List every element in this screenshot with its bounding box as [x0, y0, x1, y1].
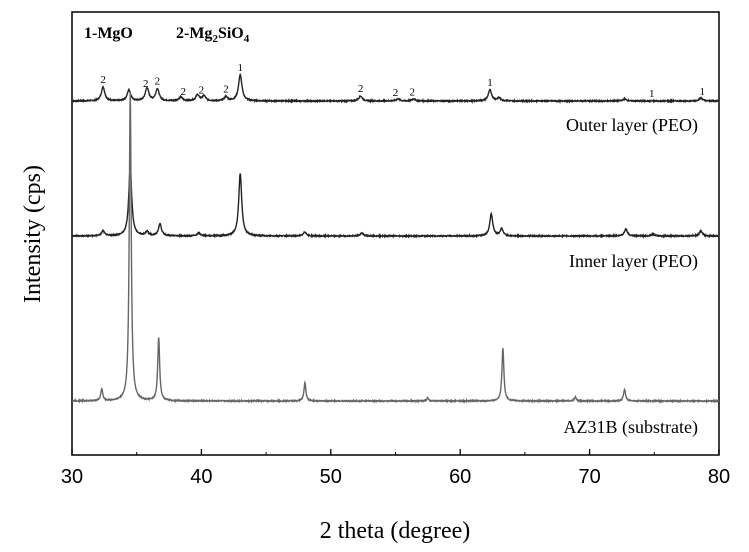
peak-label: 2 [181, 86, 187, 98]
series-line-outer [71, 72, 720, 105]
plot-frame [71, 11, 720, 456]
peak-label: 1 [487, 77, 493, 89]
series-line-inner [71, 168, 720, 239]
peak-label-layer: 2 2 22 2 212 2 211 1 [100, 62, 705, 100]
phase-label-mg2sio4-sub1: 2 [212, 33, 218, 45]
peak-label: 1 [699, 86, 705, 98]
peak-label: 2 [143, 78, 149, 90]
peak-label: 2 [410, 87, 416, 99]
x-tick-label: 50 [320, 466, 342, 488]
phase-label-mg2sio4-part1: 2-Mg [176, 25, 212, 42]
series-label-outer: Outer layer (PEO) [566, 115, 698, 136]
peak-label: 1 [649, 88, 655, 100]
peak-label: 2 [100, 74, 106, 86]
peak-label: 2 [223, 83, 229, 95]
x-tick-label: 30 [61, 466, 83, 488]
peak-label: 2 [358, 83, 364, 95]
phase-label-mgo: 1-MgO [84, 25, 133, 42]
x-tick-label: 80 [708, 466, 730, 488]
phase-label-mg2sio4-part2: SiO [218, 25, 244, 42]
y-axis-label: Intensity (cps) [20, 165, 46, 303]
series-layer [71, 72, 720, 404]
x-tick-label: 40 [190, 466, 212, 488]
peak-label: 2 [393, 87, 399, 99]
peak-label: 2 [199, 85, 205, 97]
x-axis-label: 2 theta (degree) [320, 518, 471, 544]
x-tick-label: 60 [449, 466, 471, 488]
peak-label: 1 [237, 62, 243, 74]
x-tick-layer: 30 40 50 60 70 80 [61, 449, 730, 488]
phase-legend: 1-MgO 2-Mg2SiO4 [84, 25, 250, 45]
series-label-inner: Inner layer (PEO) [569, 251, 698, 272]
series-line-substrate [71, 92, 720, 404]
series-label-substrate: AZ31B (substrate) [564, 417, 698, 438]
peak-label: 2 [155, 75, 161, 87]
phase-label-mg2sio4-sub2: 4 [244, 33, 250, 45]
x-tick-label: 70 [578, 466, 600, 488]
phase-label-mg2sio4: 2-Mg2SiO4 [176, 25, 250, 45]
